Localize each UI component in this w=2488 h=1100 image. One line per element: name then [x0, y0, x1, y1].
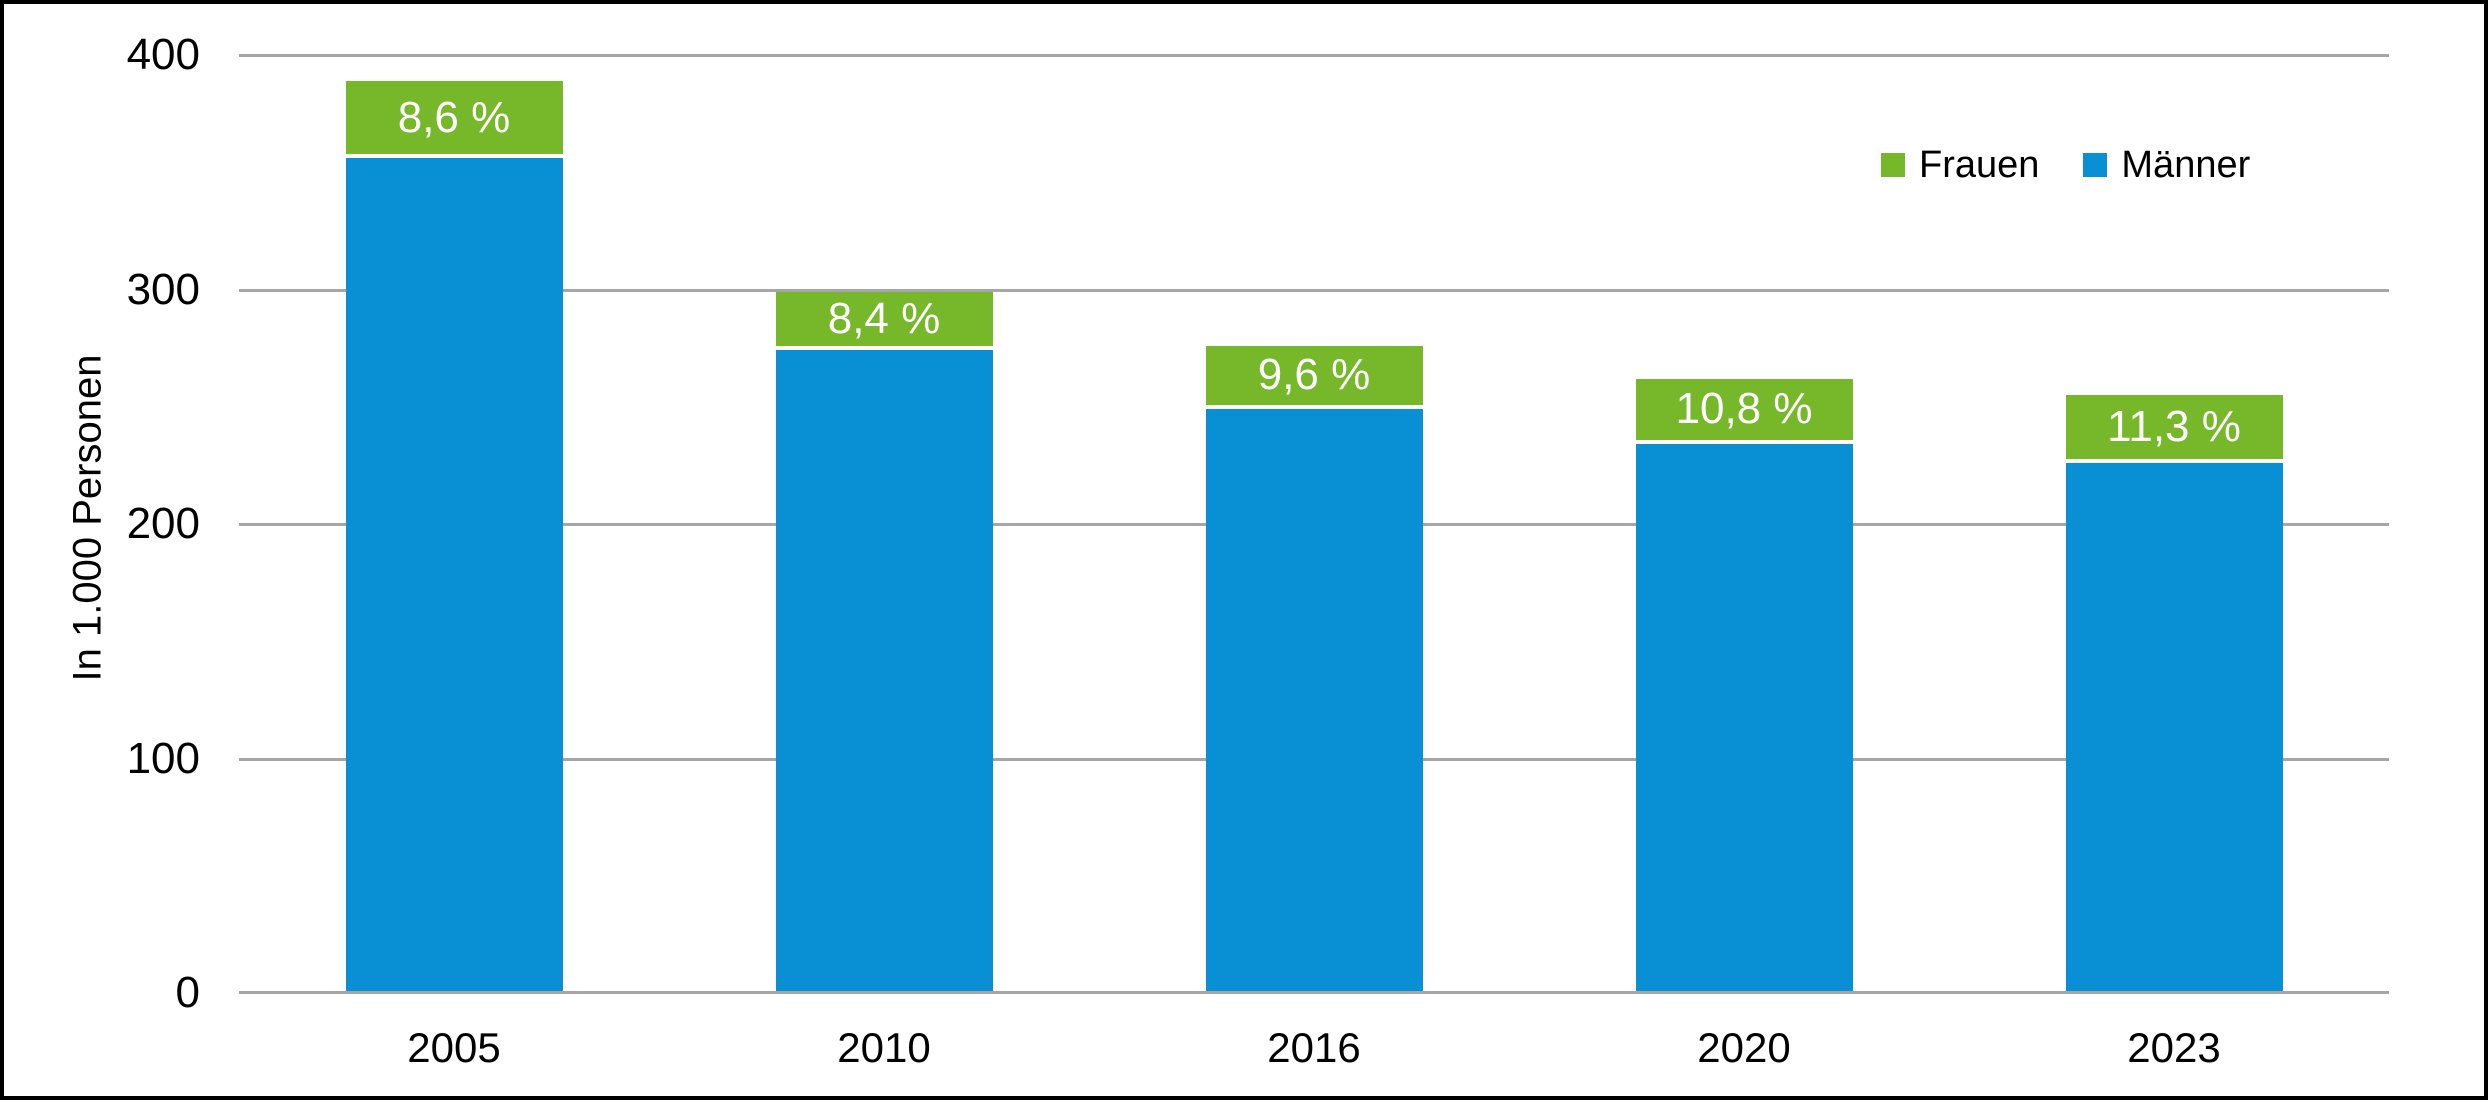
x-tick-label-2023: 2023	[2127, 1024, 2221, 1071]
plot-area: 8,6 % 8,4 % 9,6 % 10,8 % 11,3 %	[239, 54, 2389, 994]
bar-group-2010: 8,4 %	[775, 291, 993, 993]
y-tick-label-200: 200	[126, 499, 200, 548]
bar-segment-frauen-2005: 8,6 %	[345, 80, 563, 159]
bar-segment-maenner-2005	[345, 158, 563, 993]
bar-segment-frauen-2010: 8,4 %	[775, 291, 993, 351]
y-tick-label-100: 100	[126, 733, 200, 783]
x-axis-line	[239, 991, 2389, 994]
y-tick-label-0: 0	[175, 968, 200, 1017]
legend: Frauen Männer	[1881, 146, 2250, 184]
bar-segment-maenner-2020	[1635, 444, 1853, 993]
bar-group-2005: 8,6 %	[345, 80, 563, 993]
legend-label-maenner: Männer	[2121, 144, 2251, 186]
gridline-400	[239, 54, 2389, 57]
y-tick-label-300: 300	[126, 264, 200, 314]
bar-segment-frauen-2023: 11,3 %	[2065, 395, 2283, 464]
y-tick-label-400: 400	[126, 30, 200, 79]
bar-segment-maenner-2016	[1205, 409, 1423, 993]
bar-percentage-label: 9,6 %	[1257, 350, 1371, 400]
legend-label-frauen: Frauen	[1919, 144, 2040, 186]
legend-swatch-frauen	[1881, 153, 1905, 177]
bar-group-2023: 11,3 %	[2065, 395, 2283, 993]
bar-percentage-label: 11,3 %	[2107, 402, 2241, 452]
legend-swatch-maenner	[2083, 153, 2108, 177]
bar-segment-frauen-2016: 9,6 %	[1205, 345, 1423, 410]
x-tick-label-2016: 2016	[1267, 1024, 1361, 1071]
bar-percentage-label: 8,6 %	[397, 92, 511, 142]
bar-group-2020: 10,8 %	[1635, 378, 1853, 993]
bar-segment-frauen-2020: 10,8 %	[1635, 378, 1853, 445]
legend-item-frauen: Frauen	[1881, 146, 2039, 184]
bar-segment-maenner-2023	[2065, 463, 2283, 993]
bar-percentage-label: 8,4 %	[827, 294, 941, 344]
gridline-300	[239, 288, 2389, 292]
x-tick-label-2005: 2005	[407, 1024, 501, 1071]
x-tick-label-2010: 2010	[837, 1024, 931, 1071]
bar-segment-maenner-2010	[775, 350, 993, 993]
bar-group-2016: 9,6 %	[1205, 345, 1423, 993]
legend-item-maenner: Männer	[2083, 146, 2250, 184]
x-tick-label-2020: 2020	[1697, 1024, 1791, 1071]
bar-percentage-label: 10,8 %	[1675, 384, 1813, 434]
